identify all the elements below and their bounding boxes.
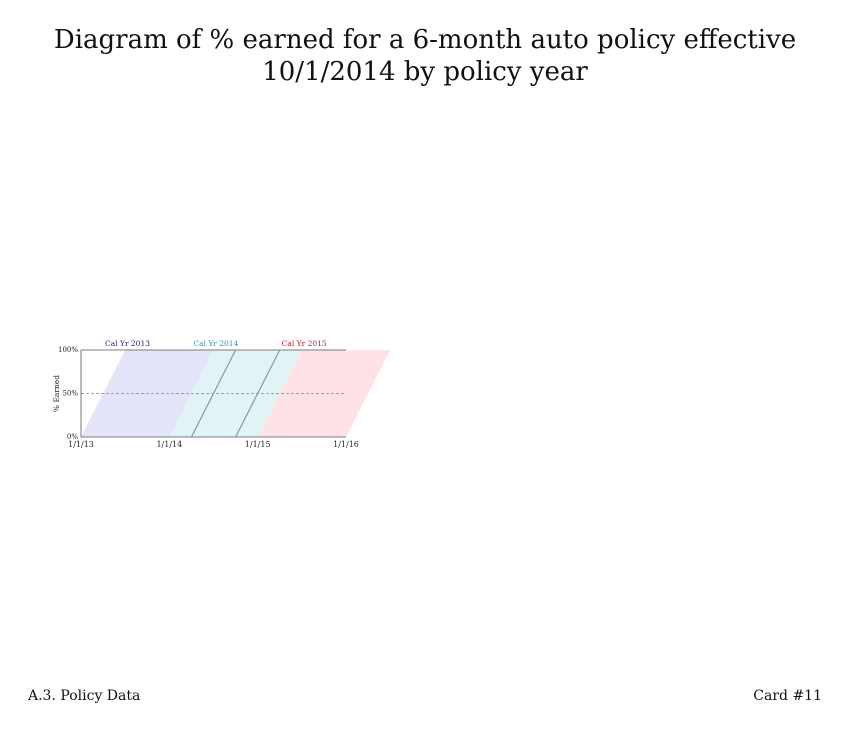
page-title: Diagram of % earned for a 6-month auto p… — [53, 25, 797, 87]
band-label-2: Cal Yr 2014 — [193, 339, 238, 348]
footer-section: A.3. Policy Data — [28, 688, 141, 704]
y-axis-label: % Earned — [52, 375, 61, 412]
policy-earning-line — [235, 349, 281, 438]
y-tick-label-1: 0% — [67, 433, 78, 441]
x-tick-label-3: 1/1/15 — [245, 440, 271, 449]
y-tick-label-3: 100% — [58, 346, 78, 354]
footer-card-number: Card #11 — [753, 688, 822, 704]
band-label-3: Cal Yr 2015 — [282, 339, 327, 348]
x-tick-label-4: 1/1/16 — [333, 440, 359, 449]
policy-earning-line-start — [190, 349, 237, 438]
band-label-1: Cal Yr 2013 — [105, 339, 150, 348]
x-tick-label-1: 1/1/13 — [68, 440, 94, 449]
y-tick-label-2: 50% — [62, 390, 78, 398]
x-tick-label-2: 1/1/14 — [156, 440, 182, 449]
